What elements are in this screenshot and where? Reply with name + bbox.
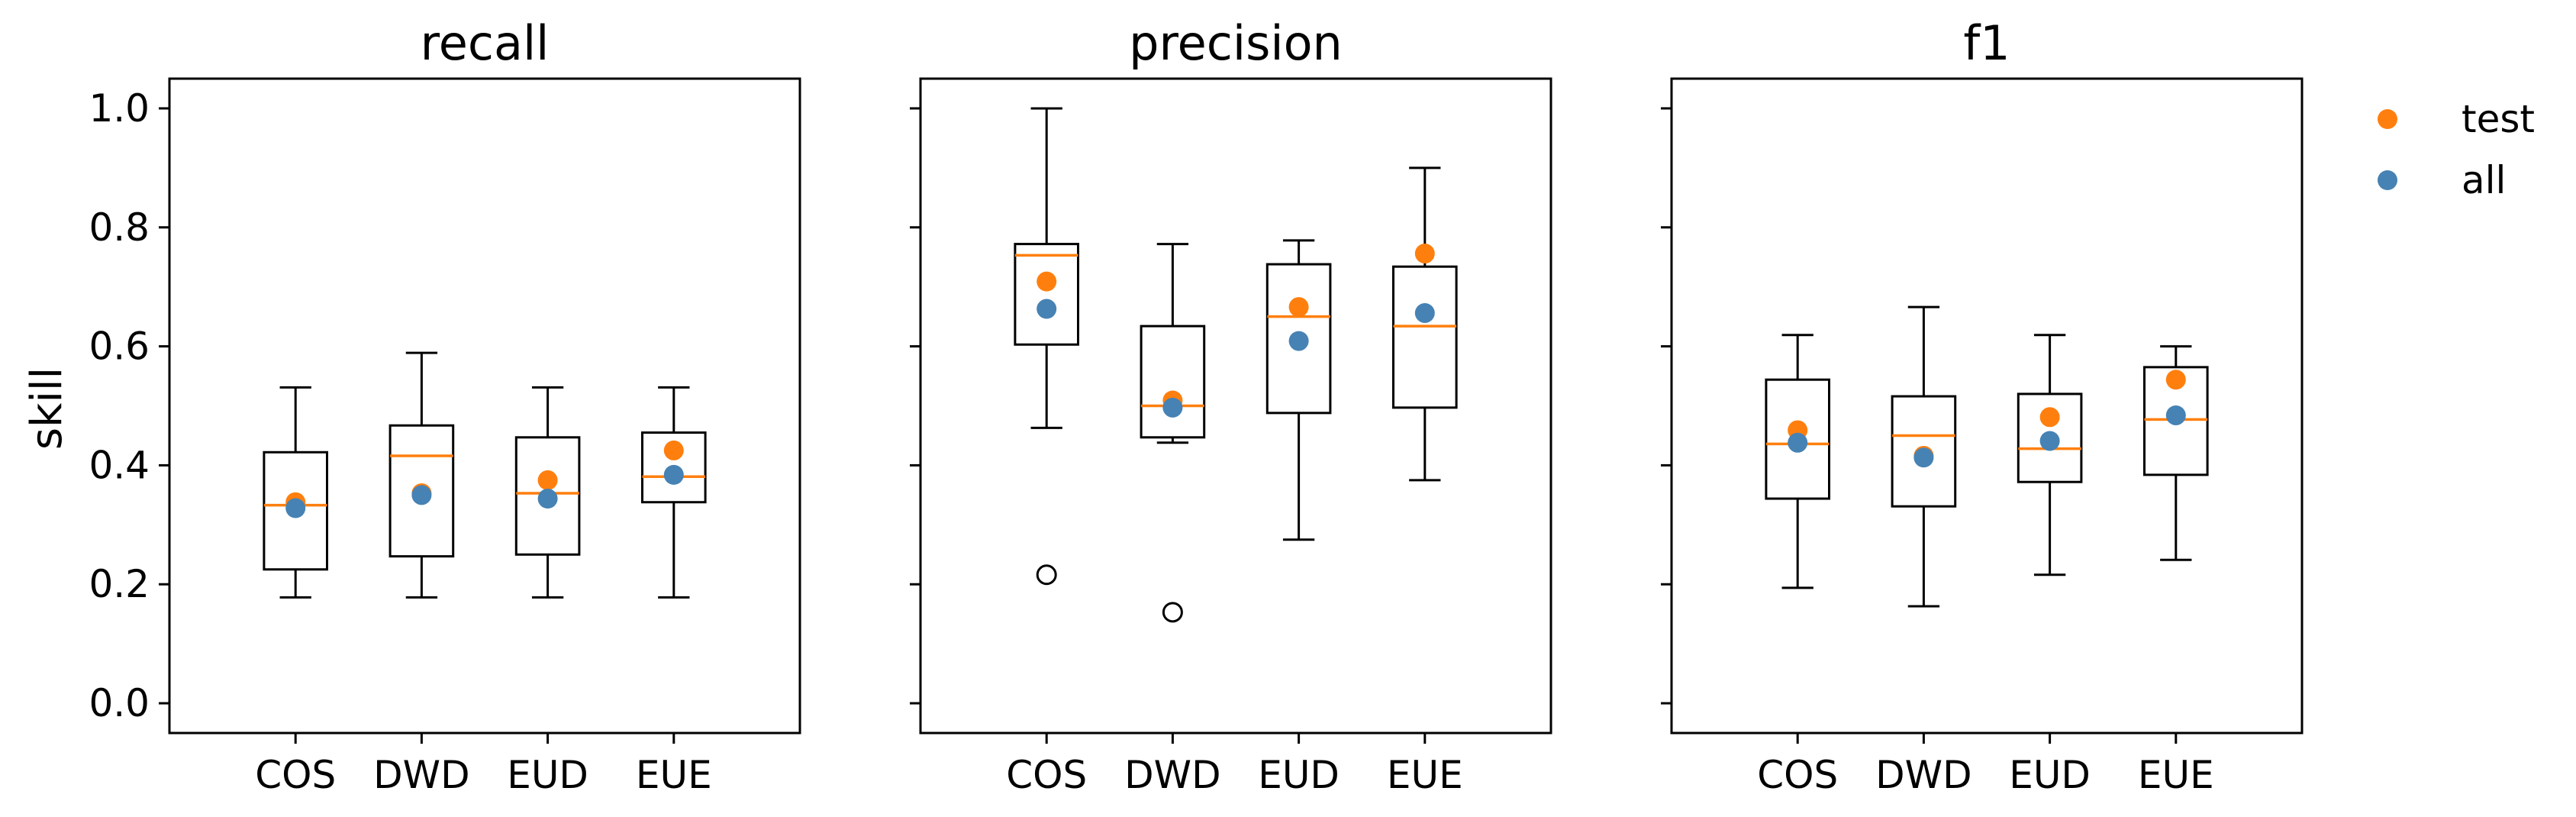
y-tick-label: 0.8	[89, 205, 150, 250]
all-point	[285, 498, 306, 518]
legend-marker-test	[2378, 109, 2397, 129]
panel-1: precision COS DWD EUD EUE	[910, 15, 1552, 797]
all-point	[537, 489, 558, 509]
panel-0: recall 0.0 0.2 0.4 0.6 0.8 1.0 COS DWD EUD EUE	[89, 15, 801, 797]
test-point	[1414, 244, 1435, 264]
box-body	[263, 450, 328, 571]
panel-title: recall	[421, 15, 550, 71]
box-body	[1392, 265, 1458, 409]
box-EUD	[2017, 334, 2083, 576]
test-point	[1288, 297, 1309, 318]
all-point	[2165, 405, 2186, 425]
box-body	[1765, 378, 1830, 500]
x-tick-label: COS	[1006, 753, 1087, 797]
panel-frame	[1670, 77, 2304, 735]
y-tick-label: 0.4	[89, 443, 150, 487]
y-tick-label: 1.0	[89, 86, 150, 131]
box-DWD	[1140, 243, 1206, 623]
box-DWD	[1891, 305, 1957, 608]
all-point	[1788, 432, 1808, 453]
box-EUE	[2143, 345, 2209, 561]
box-EUD	[1265, 239, 1332, 541]
all-point	[663, 464, 684, 485]
test-point	[2039, 407, 2060, 428]
x-tick-label: EUE	[2138, 753, 2214, 797]
panel-title: f1	[1963, 15, 2010, 71]
legend-label-test: test	[2462, 97, 2535, 141]
box-COS	[1765, 334, 1830, 589]
panel-2: f1 COS DWD EUD EUE	[1661, 15, 2304, 797]
y-tick-label: 0.6	[89, 325, 150, 369]
y-tick-label: 0.0	[89, 681, 150, 725]
x-tick-label: DWD	[1124, 753, 1220, 797]
box-body	[2017, 392, 2083, 483]
box-EUE	[1392, 166, 1458, 482]
box-body	[2143, 366, 2209, 476]
all-point	[1913, 447, 1934, 468]
all-point	[1037, 299, 1057, 319]
box-body	[1014, 243, 1080, 346]
box-DWD	[388, 351, 455, 599]
all-point	[2039, 431, 2060, 451]
y-tick-label: 0.2	[89, 562, 150, 606]
test-point	[2165, 370, 2186, 390]
test-point	[1037, 271, 1057, 292]
outlier-point	[1036, 564, 1057, 586]
box-COS	[263, 386, 328, 599]
x-tick-label: COS	[255, 753, 336, 797]
all-point	[1414, 302, 1435, 323]
all-point	[411, 485, 432, 505]
outlier-point	[1162, 602, 1183, 623]
box-body	[641, 431, 707, 504]
x-tick-label: EUE	[1387, 753, 1463, 797]
x-tick-label: EUE	[636, 753, 712, 797]
x-tick-label: EUD	[2009, 753, 2091, 797]
y-axis-label: skill	[22, 367, 72, 450]
all-point	[1288, 331, 1309, 351]
panel-frame	[919, 77, 1552, 735]
legend-label-all: all	[2462, 158, 2506, 202]
box-body	[1891, 395, 1957, 508]
legend-marker-all	[2378, 170, 2397, 190]
box-body	[1265, 263, 1332, 415]
box-body	[388, 424, 455, 558]
x-tick-label: COS	[1757, 753, 1838, 797]
test-point	[663, 440, 684, 460]
panel-title: precision	[1129, 15, 1343, 71]
x-tick-label: EUD	[507, 753, 588, 797]
box-EUE	[641, 386, 707, 599]
box-COS	[1014, 107, 1080, 586]
box-body	[514, 436, 581, 556]
box-body	[1140, 325, 1206, 439]
panel-frame	[168, 77, 801, 735]
x-tick-label: EUD	[1258, 753, 1340, 797]
x-tick-label: DWD	[373, 753, 469, 797]
all-point	[1162, 397, 1183, 418]
legend: test all	[2378, 97, 2535, 202]
test-point	[537, 470, 558, 490]
x-tick-label: DWD	[1875, 753, 1971, 797]
